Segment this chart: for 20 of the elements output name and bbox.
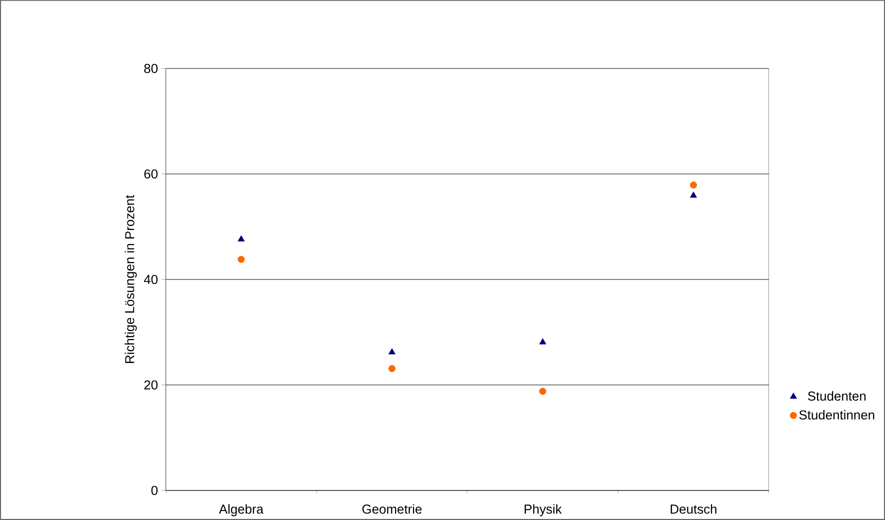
- y-tick-label: 20: [144, 380, 158, 390]
- point: [539, 338, 546, 344]
- legend-label: Studenten: [808, 391, 866, 401]
- point: [690, 182, 697, 189]
- x-tick-label: Geometrie: [362, 504, 422, 514]
- point: [388, 348, 396, 354]
- x-tick-label: Algebra: [218, 504, 264, 516]
- y-tick-label: 80: [144, 64, 158, 74]
- point: [539, 388, 546, 395]
- point: [388, 365, 396, 372]
- y-tick-label: 0: [151, 486, 158, 496]
- x-tick-label: Deutsch: [670, 504, 716, 514]
- point: [238, 235, 245, 242]
- point: [238, 256, 245, 263]
- point: [690, 192, 697, 198]
- y-tick-label: 40: [144, 274, 158, 284]
- x-tick-label: Physik: [524, 504, 562, 516]
- y-axis-title: Richtige Lösungen in Prozent: [124, 194, 137, 363]
- legend-label: Studentinnen: [799, 410, 874, 420]
- y-tick-label: 60: [144, 169, 158, 179]
